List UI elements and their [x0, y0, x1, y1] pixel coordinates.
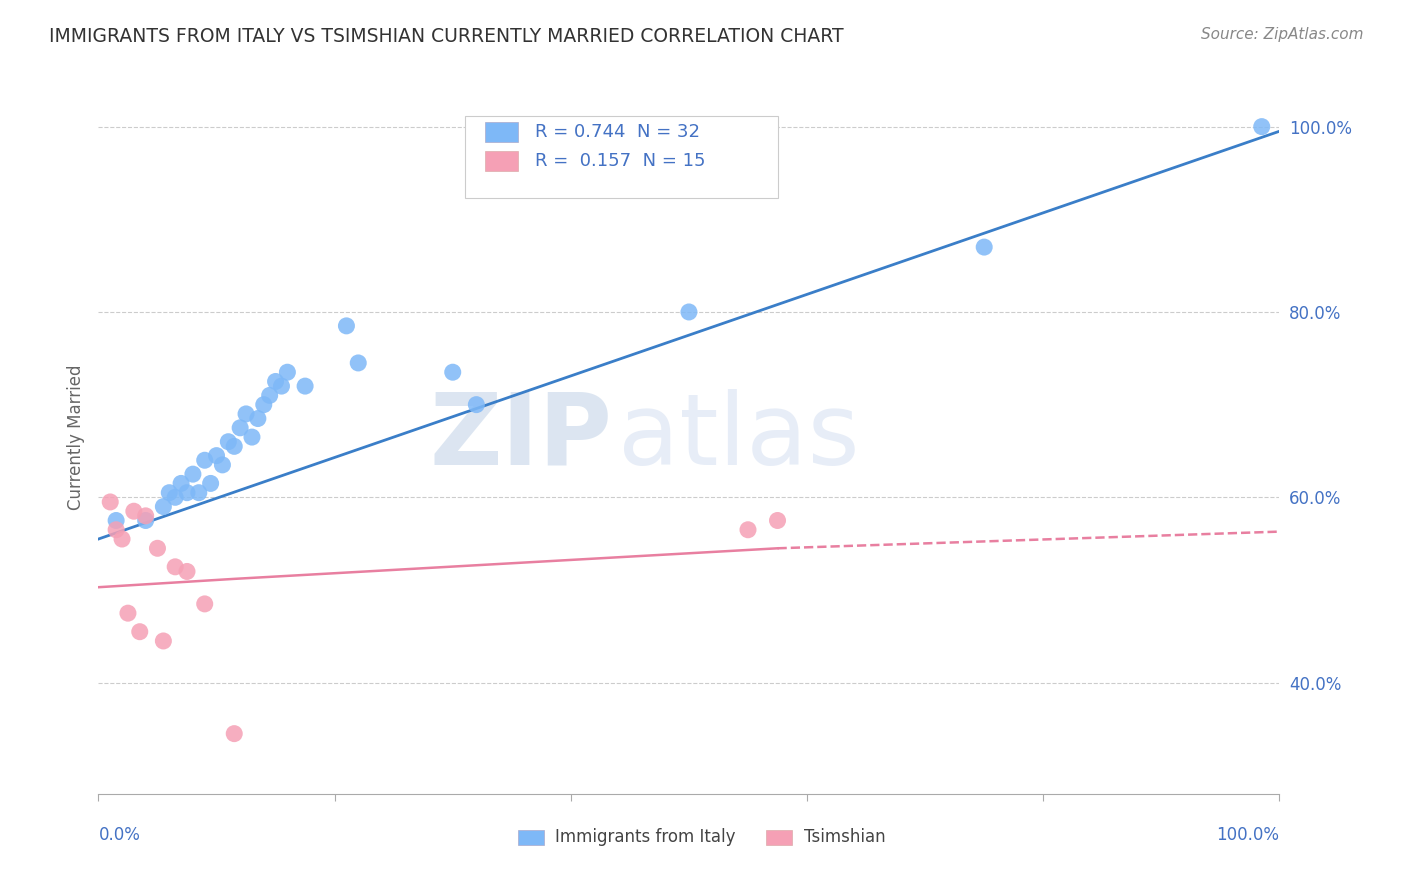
Point	[211, 458, 233, 472]
FancyBboxPatch shape	[464, 116, 778, 198]
Point	[465, 398, 488, 412]
Point	[766, 514, 789, 528]
Point	[276, 365, 298, 379]
Point	[678, 305, 700, 319]
Point	[194, 453, 217, 467]
Point	[229, 421, 252, 435]
FancyBboxPatch shape	[517, 830, 544, 846]
Point	[117, 606, 139, 620]
Point	[111, 532, 134, 546]
Point	[264, 375, 287, 389]
Point	[224, 439, 246, 453]
Point	[135, 514, 157, 528]
Point	[176, 485, 198, 500]
Point	[270, 379, 292, 393]
Point	[441, 365, 464, 379]
Point	[1250, 120, 1272, 134]
Point	[152, 500, 174, 514]
Point	[146, 541, 169, 556]
FancyBboxPatch shape	[485, 122, 517, 143]
Point	[98, 495, 121, 509]
Y-axis label: Currently Married: Currently Married	[66, 364, 84, 510]
Point	[152, 634, 174, 648]
Text: Immigrants from Italy: Immigrants from Italy	[555, 829, 735, 847]
Point	[235, 407, 257, 421]
Point	[187, 485, 209, 500]
Point	[128, 624, 150, 639]
FancyBboxPatch shape	[485, 151, 517, 171]
Text: IMMIGRANTS FROM ITALY VS TSIMSHIAN CURRENTLY MARRIED CORRELATION CHART: IMMIGRANTS FROM ITALY VS TSIMSHIAN CURRE…	[49, 27, 844, 45]
Point	[122, 504, 145, 518]
Text: Tsimshian: Tsimshian	[803, 829, 886, 847]
Text: 0.0%: 0.0%	[98, 826, 141, 844]
Point	[205, 449, 228, 463]
Point	[253, 398, 276, 412]
Point	[194, 597, 217, 611]
Text: R = 0.744  N = 32: R = 0.744 N = 32	[536, 123, 700, 141]
Point	[176, 565, 198, 579]
Point	[224, 726, 246, 740]
Point	[135, 508, 157, 523]
Point	[246, 411, 269, 425]
Point	[200, 476, 222, 491]
Point	[973, 240, 995, 254]
Point	[165, 559, 187, 574]
Text: ZIP: ZIP	[429, 389, 612, 485]
Point	[165, 491, 187, 505]
Point	[335, 318, 357, 333]
Point	[105, 514, 128, 528]
Text: atlas: atlas	[619, 389, 859, 485]
Point	[240, 430, 263, 444]
Text: 100.0%: 100.0%	[1216, 826, 1279, 844]
Point	[105, 523, 128, 537]
Text: R =  0.157  N = 15: R = 0.157 N = 15	[536, 152, 706, 169]
Text: Source: ZipAtlas.com: Source: ZipAtlas.com	[1201, 27, 1364, 42]
Point	[181, 467, 204, 482]
Point	[170, 476, 193, 491]
Point	[217, 434, 239, 449]
Point	[259, 388, 281, 402]
Point	[737, 523, 759, 537]
FancyBboxPatch shape	[766, 830, 792, 846]
Point	[157, 485, 180, 500]
Point	[294, 379, 316, 393]
Point	[347, 356, 370, 370]
